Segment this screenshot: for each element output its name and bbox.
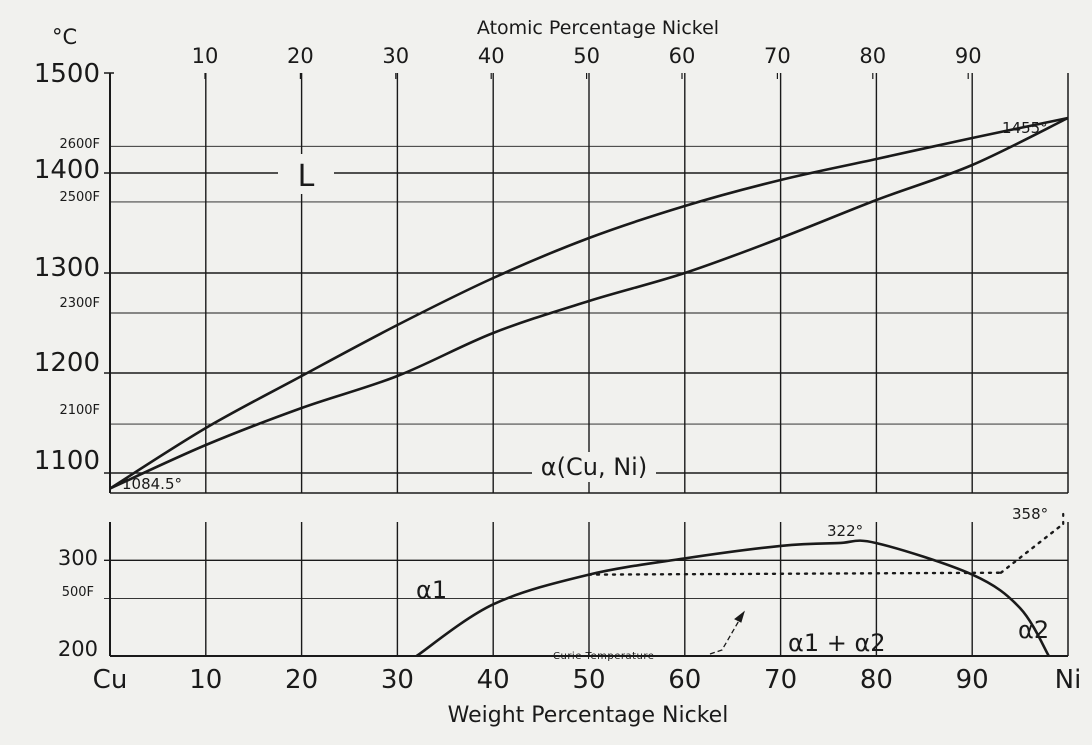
bottom-tick-90: 90 [956,665,989,695]
solidus-curve [109,116,1069,490]
ni-melting-point-label: 1455° [1002,119,1048,137]
curve-layer [109,116,1069,658]
top-tick-90: 90 [955,44,982,68]
bottom-tick-30: 30 [381,665,414,695]
liquid-region-label: L [298,159,315,194]
alpha1-region-label: α1 [416,576,447,604]
top-tick-60: 60 [669,44,696,68]
y-tick-f-2100: 2100F [59,403,100,418]
top-axis-title: Atomic Percentage Nickel [477,17,719,39]
y-tick-1200: 1200 [34,348,100,378]
alpha12-region-label: α1 + α2 [788,629,886,657]
y-tick-300: 300 [58,546,98,570]
miscibility-gap-curve [415,539,1050,658]
curie-leader-line [709,611,745,655]
top-tick-50: 50 [573,44,600,68]
y-tick-f-2600: 2600F [59,137,100,152]
y-tick-1400: 1400 [34,155,100,185]
liquidus-curve [109,116,1069,490]
bottom-tick-10: 10 [189,665,222,695]
bottom-tick-50: 50 [572,665,605,695]
curie-arrowhead [734,610,745,623]
gap-peak-label: 322° [827,522,863,540]
x-axis-title: Weight Percentage Nickel [448,703,729,728]
y-tick-200: 200 [58,637,98,661]
top-tick-40: 40 [478,44,505,68]
curie-temperature-rise [999,522,1065,574]
alpha-label-bg [532,452,656,482]
y-tick-f-2500: 2500F [59,190,100,205]
bottom-axis-ticks: Cu 10 20 30 40 50 60 70 80 90 Ni [93,665,1082,695]
curie-temperature-line [587,571,1003,576]
top-axis-ticks: 10 20 30 40 50 60 70 80 90 [192,44,982,79]
alpha2-region-label: α2 [1018,616,1049,644]
liquid-label-bg [278,154,334,194]
top-tick-30: 30 [382,44,409,68]
bottom-tick-70: 70 [764,665,797,695]
bottom-tick-60: 60 [668,665,701,695]
bottom-tick-20: 20 [285,665,318,695]
y-tick-1100: 1100 [34,446,100,476]
top-tick-20: 20 [287,44,314,68]
y-tick-f-2300: 2300F [59,296,100,311]
grid-layer [104,72,1069,657]
alpha-region-label: α(Cu, Ni) [541,453,647,481]
top-tick-70: 70 [764,44,791,68]
y-unit-label: °C [52,25,77,49]
y-tick-1300: 1300 [34,253,100,283]
y-tick-f-500: 500F [62,585,94,600]
bottom-tick-40: 40 [477,665,510,695]
top-tick-80: 80 [859,44,886,68]
curie-end-label: 358° [1012,505,1048,523]
y-tick-1500: 1500 [34,59,100,89]
top-tick-10: 10 [192,44,219,68]
bottom-tick-80: 80 [860,665,893,695]
cu-melting-point-label: 1084.5° [122,475,182,493]
bottom-tick-Ni: Ni [1055,665,1082,695]
bottom-tick-Cu: Cu [93,665,128,695]
curie-temperature-label: Curie Temperature [553,651,654,662]
